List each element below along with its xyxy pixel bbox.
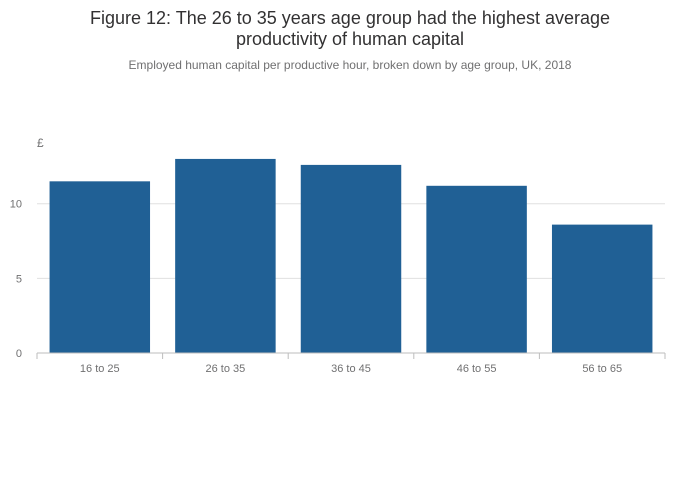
- bar-36-to-45: [300, 164, 402, 353]
- y-axis-unit-label: £: [37, 136, 44, 150]
- x-tick-label-56-to-65: 56 to 65: [582, 363, 622, 375]
- chart-title: Figure 12: The 26 to 35 years age group …: [0, 8, 700, 50]
- y-tick-label-0: 0: [16, 348, 22, 360]
- bar-26-to-35: [175, 158, 276, 353]
- chart-title-line-1: Figure 12: The 26 to 35 years age group …: [89, 8, 611, 28]
- x-tick-labels: 16 to 25 26 to 35 36 to 45 46 to 55 56 to 65: [80, 363, 622, 375]
- y-tick-label-5: 5: [16, 273, 22, 285]
- chart-title-line-2: productivity of human capital: [235, 29, 465, 49]
- x-axis: [36, 352, 666, 359]
- bar-46-to-55: [426, 185, 527, 353]
- x-tick-label-26-to-35: 26 to 35: [206, 363, 246, 375]
- chart-subtitle: Employed human capital per productive ho…: [128, 58, 572, 72]
- bars: [49, 158, 653, 353]
- x-tick-label-16-to-25: 16 to 25: [80, 363, 120, 375]
- x-tick-label-46-to-55: 46 to 55: [457, 363, 497, 375]
- x-tick-label-36-to-45: 36 to 45: [331, 363, 371, 375]
- bar-16-to-25: [49, 181, 151, 353]
- bar-56-to-65: [551, 224, 653, 353]
- y-tick-label-10: 10: [10, 199, 22, 211]
- y-tick-labels: 0 5 10: [10, 199, 22, 360]
